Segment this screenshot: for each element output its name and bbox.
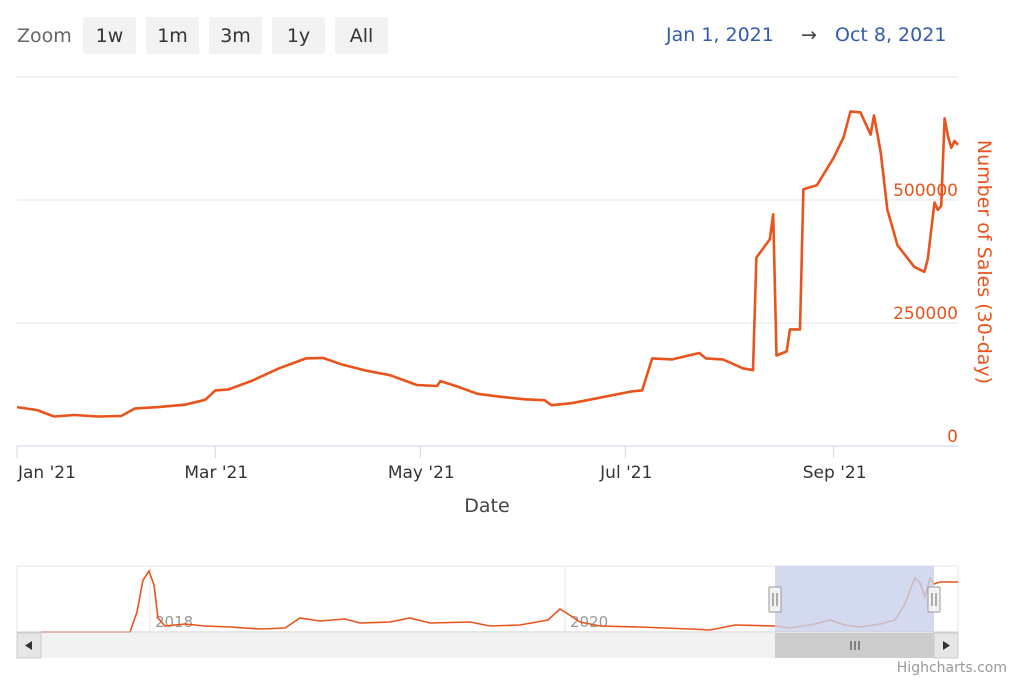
zoom-1y-button[interactable]: 1y	[272, 17, 325, 54]
zoom-label: Zoom	[17, 25, 72, 47]
scroll-left-arrow-icon	[25, 641, 32, 650]
zoom-1w-button[interactable]: 1w	[83, 17, 136, 54]
scroll-right-arrow-icon	[943, 641, 950, 650]
navigator-selection-mask[interactable]	[775, 566, 934, 632]
range-from-input[interactable]: Jan 1, 2021	[666, 24, 774, 46]
x-tick-label: Mar '21	[184, 463, 248, 483]
navigator-left-handle[interactable]	[768, 586, 782, 613]
zoom-all-button[interactable]: All	[335, 17, 388, 54]
zoom-1m-button[interactable]: 1m	[146, 17, 199, 54]
scrollbar[interactable]	[16, 632, 959, 659]
x-axis: Jan '21 Mar '21 May '21 Jul '21 Sep '21	[16, 445, 958, 483]
navigator-right-handle[interactable]	[927, 586, 941, 613]
y-tick-label: 250000	[893, 304, 958, 324]
credits-link[interactable]: Highcharts.com	[896, 660, 1007, 676]
zoom-3m-button[interactable]: 3m	[209, 17, 262, 54]
navigator[interactable]: 2018 2020	[16, 565, 959, 633]
scrollbar-grip-icon	[850, 641, 860, 650]
x-tick-label: Jul '21	[599, 463, 652, 483]
x-tick-label: Sep '21	[803, 463, 867, 483]
scrollbar-left-button[interactable]	[16, 632, 42, 659]
series-line-0[interactable]	[16, 110, 959, 418]
x-axis-title: Date	[464, 495, 509, 517]
x-tick-label: May '21	[388, 463, 455, 483]
series-group	[16, 110, 959, 418]
y-tick-label: 0	[947, 427, 958, 447]
navigator-year-label: 2020	[570, 613, 608, 631]
x-tick-label: Jan '21	[17, 463, 76, 483]
range-arrow-icon: →	[801, 24, 817, 46]
grid-lines	[17, 76, 958, 447]
y-axis: 0 250000 500000	[893, 181, 958, 447]
y-axis-title: Number of Sales (30-day)	[973, 140, 995, 384]
y-tick-label: 500000	[893, 181, 958, 201]
range-to-input[interactable]: Oct 8, 2021	[835, 24, 947, 46]
